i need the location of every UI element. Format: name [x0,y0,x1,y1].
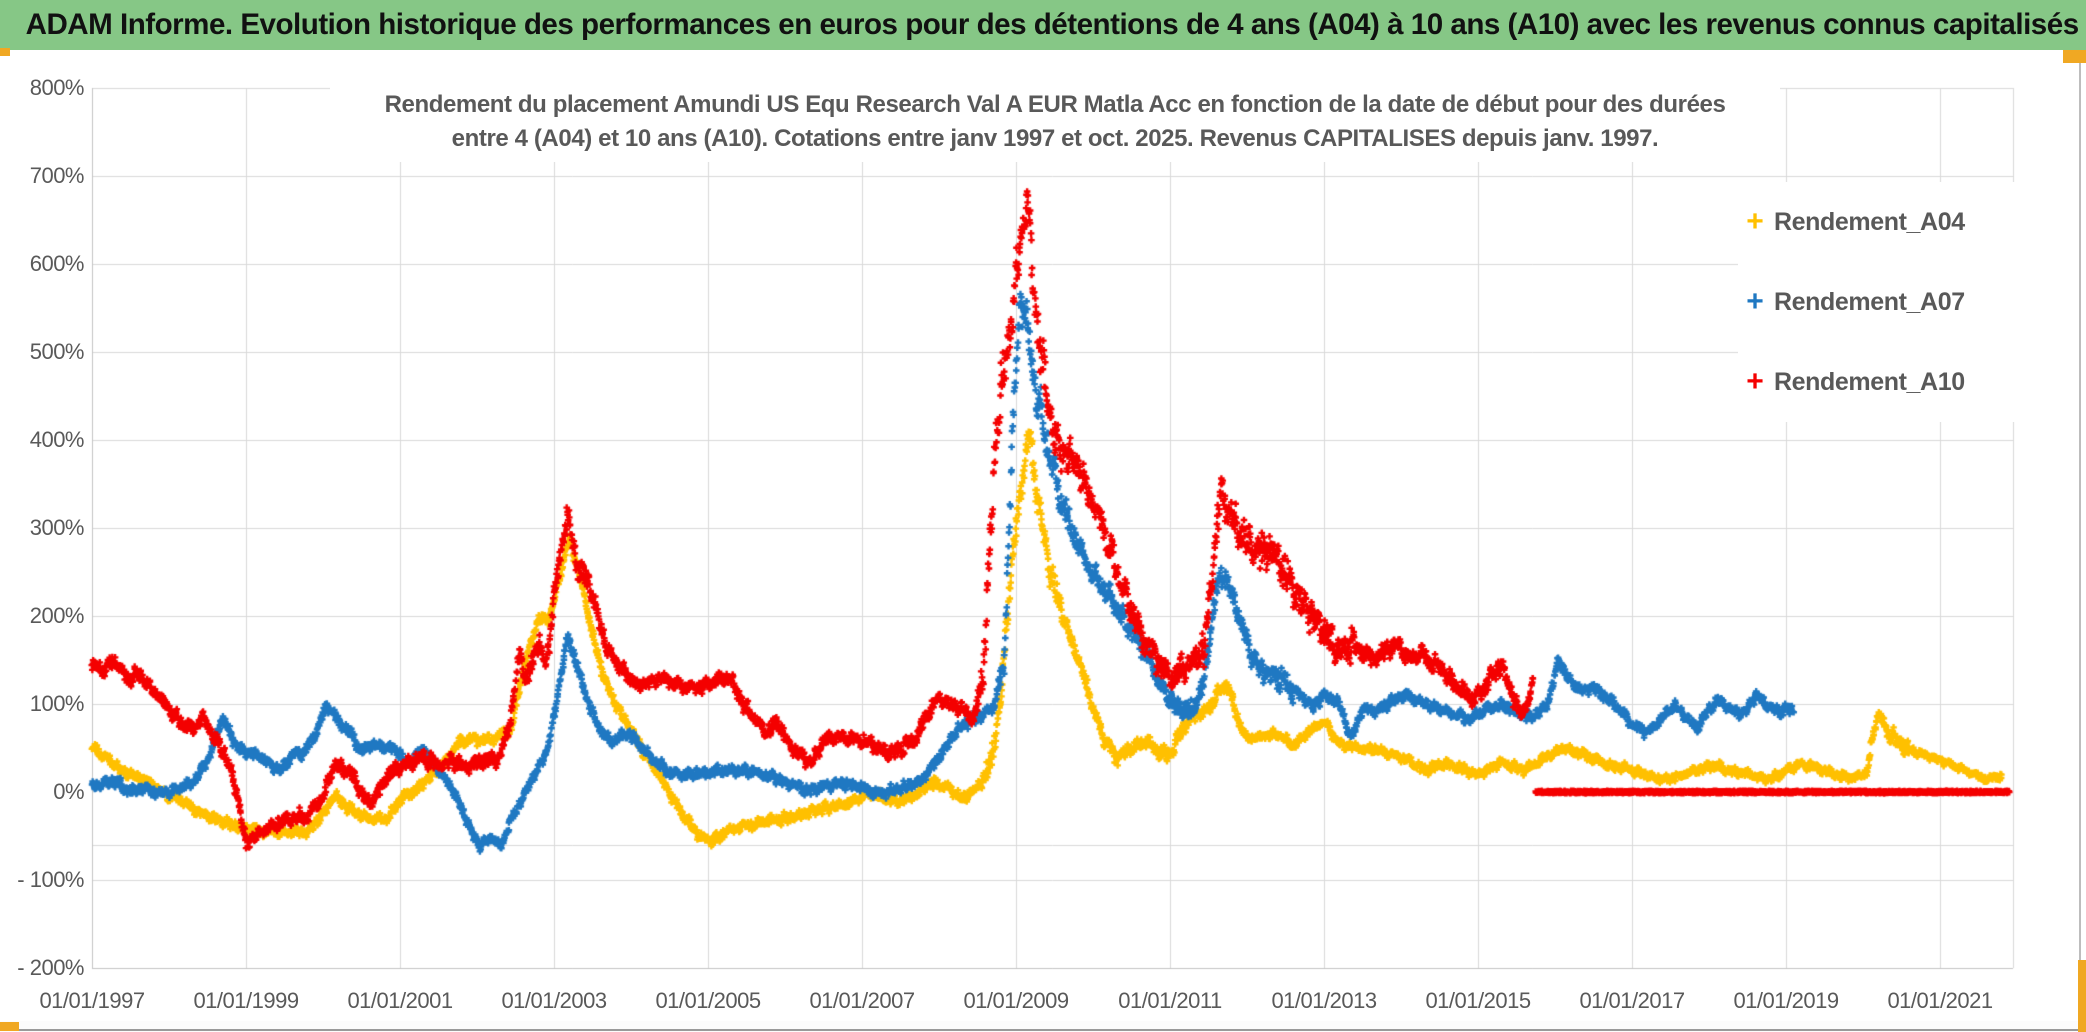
legend-item-a04: + Rendement_A04 [1742,182,2016,262]
x-tick-label: 01/01/1997 [39,988,145,1013]
y-tick-label: 400% [29,427,85,453]
legend-item-a07: + Rendement_A07 [1742,262,2016,342]
window-right-border [2079,62,2081,962]
bottom-border-line [0,1029,2086,1031]
y-tick-label: 700% [29,163,85,189]
bottom-strip [0,1021,2086,1032]
page-title: ADAM Informe. Evolution historique des p… [25,8,2080,41]
page-header-banner: ADAM Informe. Evolution historique des p… [0,0,2086,50]
chart-legend: + Rendement_A04 + Rendement_A07 + Rendem… [1738,182,2016,422]
plus-marker-icon: + [1746,365,1764,398]
plus-marker-icon: + [1746,285,1764,318]
legend-label: Rendement_A07 [1774,287,1965,316]
x-tick-label: 01/01/2009 [963,988,1069,1013]
chart-title: Rendement du placement Amundi US Equ Res… [330,84,1780,162]
plus-marker-icon: + [1746,205,1764,238]
legend-item-a10: + Rendement_A10 [1742,342,2016,422]
chart-title-line2: entre 4 (A04) et 10 ans (A10). Cotations… [451,125,1659,152]
y-tick-label: 200% [29,603,85,629]
x-tick-label: 01/01/2011 [1118,988,1222,1013]
x-tick-label: 01/01/2013 [1271,988,1377,1013]
x-tick-label: 01/01/2015 [1425,988,1531,1013]
gold-accent-bottom-left [0,1022,19,1031]
x-tick-label: 01/01/2017 [1579,988,1685,1013]
y-tick-label: 100% [29,691,85,717]
gold-accent-top-left [0,48,10,56]
x-tick-label: 01/01/2007 [809,988,915,1013]
y-tick-label: - 200% [17,954,84,980]
gold-accent-right-edge [2078,960,2086,1032]
x-tick-label: 01/01/2005 [655,988,761,1013]
legend-label: Rendement_A04 [1774,207,1965,236]
x-tick-label: 01/01/2003 [501,988,607,1013]
x-tick-label: 01/01/1999 [193,988,299,1013]
y-tick-label: 600% [29,251,85,277]
y-tick-label: 800% [29,75,85,101]
x-tick-label: 01/01/2019 [1733,988,1839,1013]
chart-title-line1: Rendement du placement Amundi US Equ Res… [384,91,1726,118]
y-tick-label: 500% [29,339,85,365]
legend-label: Rendement_A10 [1774,367,1965,396]
y-axis-labels: 800% 700% 600% 500% 400% 300% 200% 100% 0% - 100%… [0,0,84,1032]
x-tick-label: 01/01/2021 [1887,988,1993,1013]
y-tick-label: 0% [53,779,84,804]
gold-accent-top-right [2063,50,2086,63]
x-tick-label: 01/01/2001 [347,988,453,1013]
y-tick-label: - 100% [17,866,84,892]
y-tick-label: 300% [29,515,85,541]
